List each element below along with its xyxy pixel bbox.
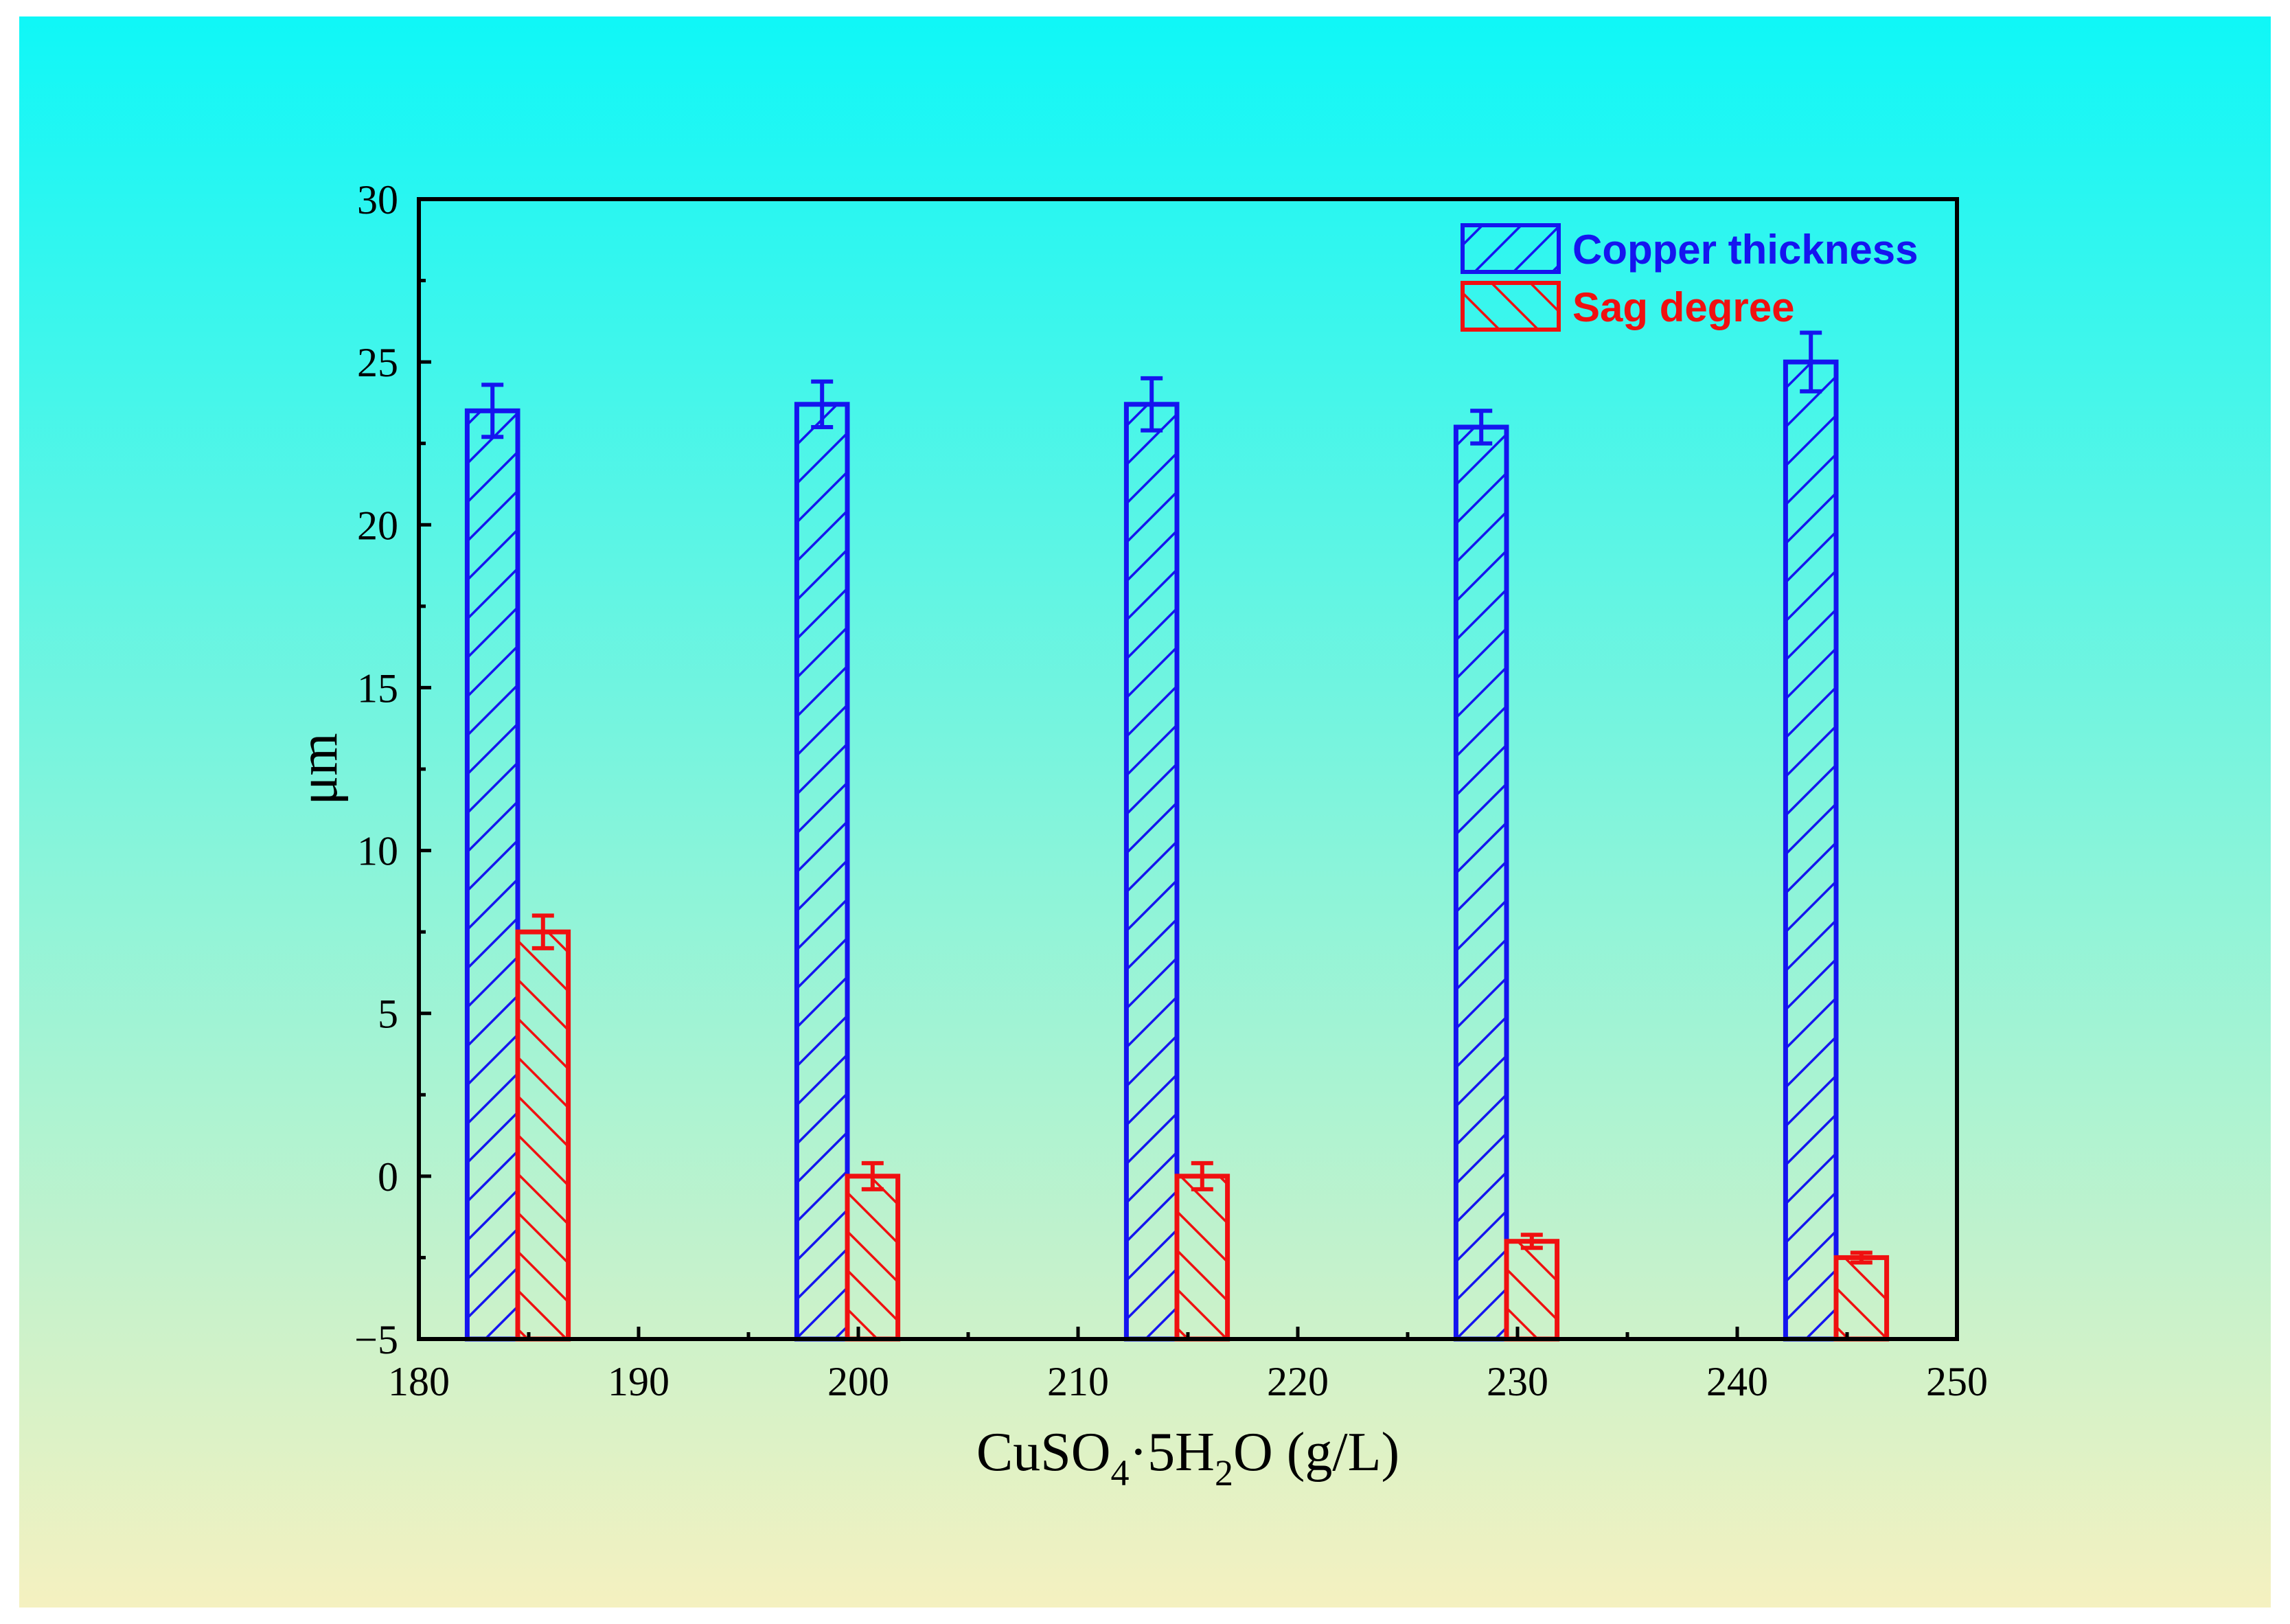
bar-copper-thickness — [464, 408, 520, 1342]
legend-label-sag-degree: Sag degree — [1572, 284, 1794, 330]
y-tick-label: −5 — [354, 1317, 398, 1362]
x-tick-labels: 180 190 200 210 220 230 240 250 — [388, 1359, 1988, 1404]
axis-ticks — [417, 197, 1959, 1341]
bar-copper-thickness — [794, 402, 850, 1342]
legend-item-sag-degree: Sag degree — [1461, 281, 1794, 332]
legend-swatch-copper-thickness — [1461, 223, 1561, 274]
y-tick-label: 25 — [357, 340, 398, 385]
x-tick-label: 200 — [827, 1359, 889, 1404]
bar-copper-thickness — [1453, 424, 1509, 1342]
chart-frame: 180 190 200 210 220 230 240 250 −5 0 5 10 15 20 25 30 … — [19, 16, 2271, 1608]
bar-copper-thickness — [1123, 402, 1180, 1342]
y-tick-label: 0 — [378, 1154, 398, 1200]
x-tick-label: 180 — [388, 1359, 450, 1404]
y-tick-label: 20 — [357, 503, 398, 548]
bar-sag-degree — [1174, 1174, 1230, 1342]
x-tick-label: 190 — [608, 1359, 669, 1404]
y-tick-label: 30 — [357, 177, 398, 222]
y-tick-labels: −5 0 5 10 15 20 25 30 — [354, 177, 398, 1362]
legend-label-copper-thickness: Copper thickness — [1572, 227, 1918, 273]
y-tick-label: 5 — [378, 992, 398, 1037]
y-tick-label: 15 — [357, 665, 398, 711]
x-axis-title: CuSO4·5H2O (g/L) — [976, 1422, 1399, 1494]
bar-sag-degree — [515, 929, 571, 1342]
x-tick-label: 210 — [1047, 1359, 1109, 1404]
x-tick-label: 220 — [1267, 1359, 1329, 1404]
bar-sag-degree — [1833, 1255, 1890, 1342]
x-tick-label: 230 — [1487, 1359, 1548, 1404]
chart: 180 190 200 210 220 230 240 250 −5051015202530 … — [19, 16, 2271, 1608]
error-bars-layer — [481, 330, 1873, 1265]
legend-item-copper-thickness: Copper thickness — [1461, 223, 1918, 274]
x-tick-label: 240 — [1706, 1359, 1768, 1404]
y-axis-title: μm — [288, 733, 349, 805]
legend-swatch-sag-degree — [1461, 281, 1561, 332]
bar-sag-degree — [1504, 1239, 1560, 1342]
bar-sag-degree — [845, 1174, 901, 1342]
y-tick-label: 10 — [357, 829, 398, 874]
legend: Copper thickness Sag degree — [1461, 223, 1918, 332]
bar-copper-thickness — [1783, 359, 1839, 1342]
x-tick-label: 250 — [1926, 1359, 1988, 1404]
